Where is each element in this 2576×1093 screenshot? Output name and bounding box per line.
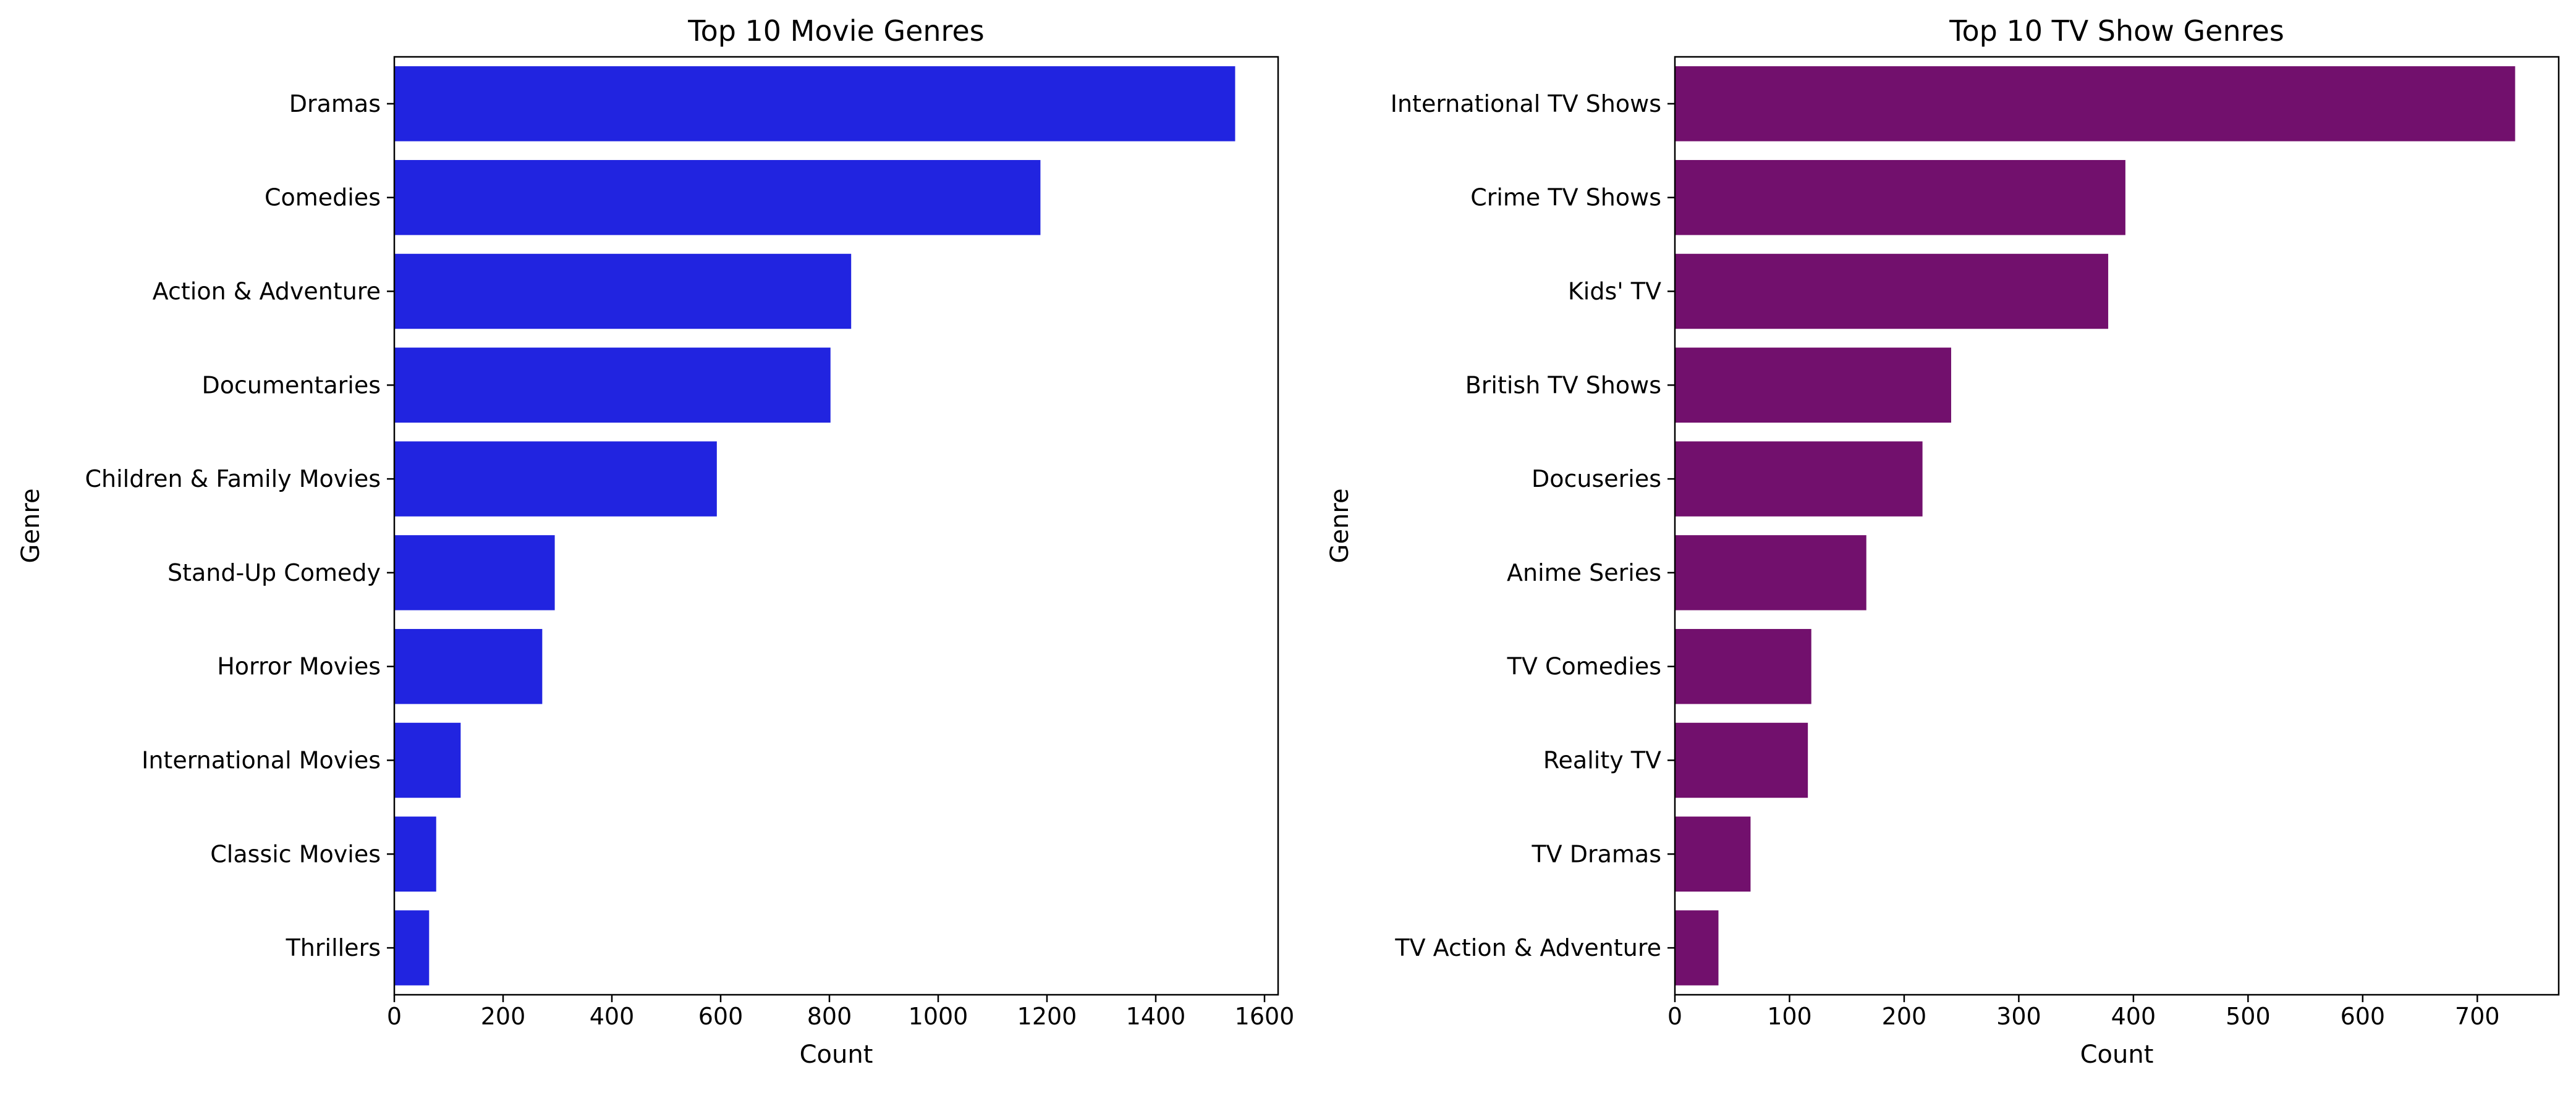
bar: [394, 722, 461, 798]
x-tick-label: 1200: [1017, 1003, 1077, 1030]
y-tick-label: Crime TV Shows: [1470, 184, 1661, 211]
bar: [394, 910, 430, 985]
x-tick-label: 300: [1996, 1003, 2041, 1030]
y-tick-label: International Movies: [142, 747, 381, 774]
y-tick-label: Classic Movies: [210, 840, 381, 867]
axes-frame: [393, 56, 1279, 996]
bar: [394, 347, 831, 423]
y-axis-label: Genre: [1326, 488, 1354, 563]
bar: [394, 253, 852, 329]
x-tick-label: 200: [481, 1003, 526, 1030]
y-tick-label: International TV Shows: [1391, 90, 1661, 117]
bar: [1675, 347, 1951, 423]
bar: [1675, 535, 1866, 610]
bar: [1675, 441, 1923, 517]
bar: [394, 628, 543, 704]
y-tick-label: Thrillers: [286, 934, 381, 961]
bar: [1675, 816, 1751, 892]
bar: [394, 535, 555, 610]
x-tick-label: 600: [698, 1003, 744, 1030]
tv-show-genres-chart: International TV Shows Crime TV Shows Kids…: [1326, 14, 2560, 1069]
y-tick-label: TV Dramas: [1531, 840, 1661, 867]
x-tick-label: 1000: [909, 1003, 968, 1030]
bar: [1675, 66, 2515, 141]
movie-genres-chart: Dramas Comedies Action & Adventure Document…: [17, 14, 1294, 1069]
x-tick-label: 200: [1882, 1003, 1927, 1030]
y-tick-label: Documentaries: [201, 371, 381, 399]
y-tick-label: TV Comedies: [1507, 653, 1661, 680]
x-axis-label: Count: [2080, 1040, 2154, 1069]
x-axis-label: Count: [800, 1040, 873, 1069]
bar: [1675, 722, 1808, 798]
chart-title: Top 10 Movie Genres: [687, 14, 984, 48]
y-tick-label: Children & Family Movies: [85, 465, 381, 492]
bar: [394, 159, 1041, 235]
y-tick-label: Anime Series: [1507, 559, 1661, 586]
y-tick-label: Action & Adventure: [153, 278, 381, 305]
axes-frame: [1674, 56, 2560, 996]
x-tick-label: 500: [2226, 1003, 2271, 1030]
x-tick-label: 0: [1667, 1003, 1682, 1030]
x-tick-label: 0: [387, 1003, 402, 1030]
bar: [1675, 159, 2125, 235]
y-tick-label: Stand-Up Comedy: [167, 559, 381, 586]
x-tick-label: 100: [1767, 1003, 1812, 1030]
x-tick-label: 1600: [1235, 1003, 1295, 1030]
y-tick-label: TV Action & Adventure: [1394, 934, 1661, 961]
y-tick-label: British TV Shows: [1465, 371, 1661, 399]
y-tick-label: Docuseries: [1532, 465, 1661, 492]
x-tick-label: 700: [2455, 1003, 2500, 1030]
y-axis-label: Genre: [17, 488, 45, 563]
bar: [1675, 253, 2109, 329]
y-tick-label: Comedies: [265, 184, 381, 211]
x-tick-label: 400: [2111, 1003, 2156, 1030]
x-tick-label: 600: [2341, 1003, 2386, 1030]
bar: [394, 441, 717, 517]
bar: [1675, 628, 1811, 704]
x-tick-label: 800: [807, 1003, 852, 1030]
bar: [1675, 910, 1719, 985]
x-tick-label: 400: [590, 1003, 635, 1030]
y-tick-label: Reality TV: [1543, 747, 1661, 774]
y-tick-label: Dramas: [289, 90, 381, 117]
y-tick-label: Kids' TV: [1568, 278, 1661, 305]
bar: [394, 816, 436, 892]
chart-title: Top 10 TV Show Genres: [1949, 14, 2284, 48]
bar: [394, 66, 1235, 141]
y-tick-label: Horror Movies: [217, 653, 381, 680]
x-tick-label: 1400: [1126, 1003, 1186, 1030]
